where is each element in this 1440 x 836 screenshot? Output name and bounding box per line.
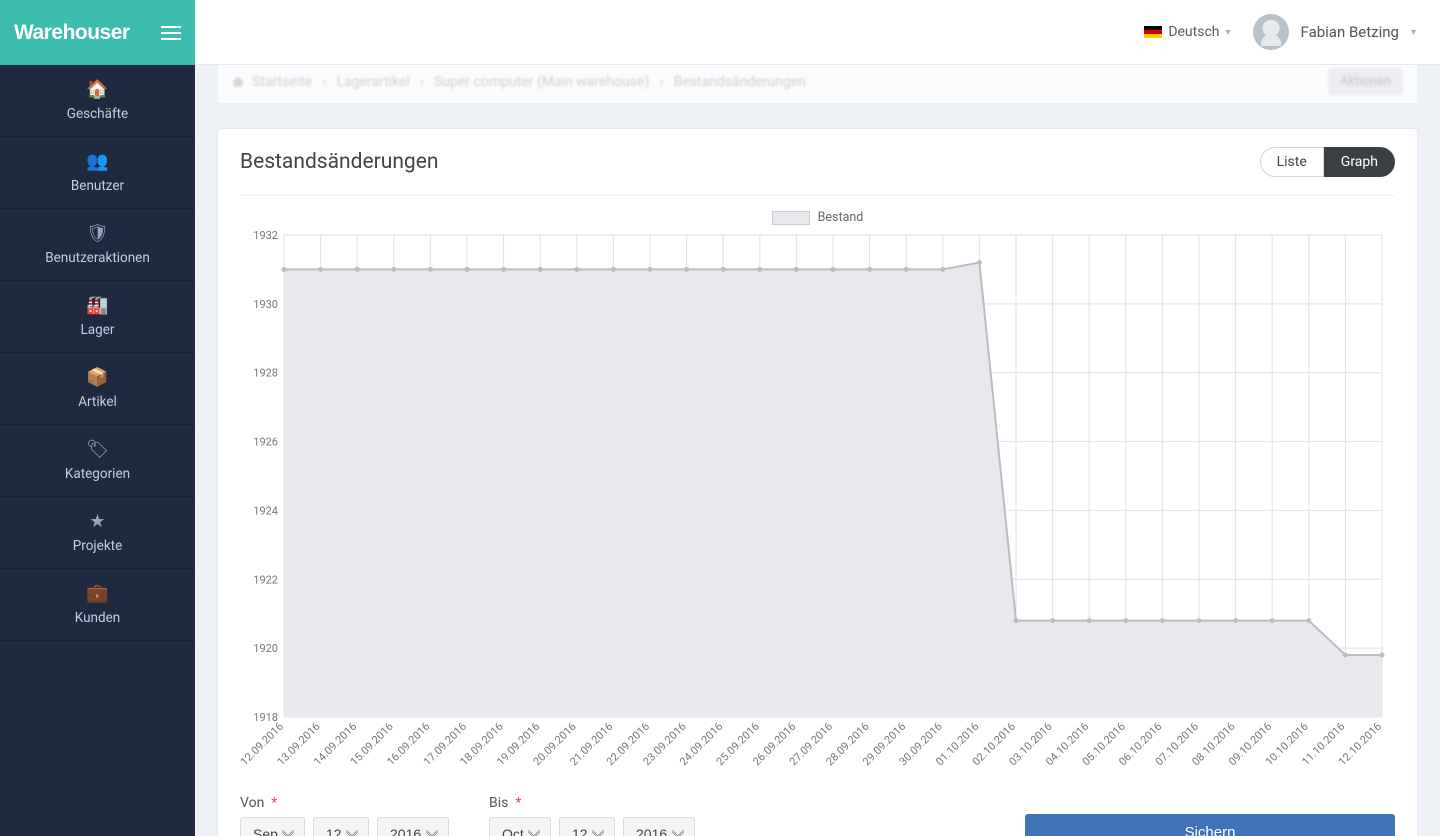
tab-list[interactable]: Liste xyxy=(1260,147,1324,177)
sidebar-item-briefcase[interactable]: 💼 Kunden xyxy=(0,569,195,641)
avatar xyxy=(1253,14,1289,50)
legend-swatch xyxy=(772,211,810,225)
legend-label: Bestand xyxy=(818,210,864,225)
sidebar-item-warehouse[interactable]: 🏭 Lager xyxy=(0,281,195,353)
to-date-group: Bis * Oct 12 2016 xyxy=(489,795,695,836)
from-date-group: Von * Sep 12 2016 xyxy=(240,795,449,836)
sidebar-item-users[interactable]: 👥 Benutzer xyxy=(0,137,195,209)
breadcrumb-bar: Startseite › Lagerartikel › Super computer (… xyxy=(217,65,1418,104)
crumb[interactable]: Lagerartikel xyxy=(336,74,409,90)
sidebar-item-tags[interactable]: 🏷 Kategorien xyxy=(0,425,195,497)
svg-text:1930: 1930 xyxy=(253,298,278,311)
chevron-right-icon: › xyxy=(420,74,424,90)
view-tabs: Liste Graph xyxy=(1260,147,1395,177)
sidebar-item-home[interactable]: 🏠 Geschäfte xyxy=(0,65,195,137)
to-label: Bis * xyxy=(489,795,695,811)
chevron-down-icon: ▾ xyxy=(1226,27,1231,38)
chevron-right-icon: › xyxy=(659,74,663,90)
sidebar-item-label: Kunden xyxy=(0,610,195,626)
sidebar-item-shield[interactable]: 🛡 Benutzeraktionen xyxy=(0,209,195,281)
from-label: Von * xyxy=(240,795,449,811)
panel: Bestandsänderungen Liste Graph Bestand 1… xyxy=(217,128,1418,836)
panel-title: Bestandsänderungen xyxy=(240,150,438,174)
crumb[interactable]: Startseite xyxy=(252,74,312,90)
brand-bar: Warehouser xyxy=(0,0,195,65)
svg-text:1932: 1932 xyxy=(253,231,278,242)
chart-legend: Bestand xyxy=(240,210,1395,225)
tags-icon: 🏷 xyxy=(0,439,195,460)
sidebar: Warehouser 🏠 Geschäfte 👥 Benutzer 🛡 Benutzera… xyxy=(0,0,195,836)
sidebar-item-label: Lager xyxy=(0,322,195,338)
svg-text:1920: 1920 xyxy=(253,642,278,655)
save-button[interactable]: Sichern xyxy=(1025,814,1395,836)
briefcase-icon: 💼 xyxy=(0,583,195,604)
flag-de-icon xyxy=(1144,26,1162,38)
stock-chart: Bestand 19181920192219241926192819301932… xyxy=(240,210,1395,781)
user-menu[interactable]: Fabian Betzing ▾ xyxy=(1253,14,1416,50)
svg-text:1926: 1926 xyxy=(253,436,278,449)
users-icon: 👥 xyxy=(0,151,195,172)
home-icon[interactable] xyxy=(232,77,244,87)
sidebar-item-star[interactable]: ★ Projekte xyxy=(0,497,195,569)
sidebar-item-label: Kategorien xyxy=(0,466,195,482)
home-icon: 🏠 xyxy=(0,79,195,100)
save-wrap: Sichern xyxy=(1025,814,1395,836)
sidebar-item-label: Benutzeraktionen xyxy=(0,250,195,266)
to-year-select[interactable]: 2016 xyxy=(623,817,695,836)
actions-button[interactable]: Aktionen xyxy=(1328,68,1403,95)
menu-toggle-icon[interactable] xyxy=(161,26,181,40)
user-name: Fabian Betzing xyxy=(1301,23,1399,41)
from-month-select[interactable]: Sep xyxy=(240,817,305,836)
tab-graph[interactable]: Graph xyxy=(1324,147,1395,177)
sidebar-item-label: Artikel xyxy=(0,394,195,410)
sidebar-item-label: Benutzer xyxy=(0,178,195,194)
boxes-icon: 📦 xyxy=(0,367,195,388)
to-day-select[interactable]: 12 xyxy=(559,817,615,836)
language-selector[interactable]: Deutsch ▾ xyxy=(1144,24,1230,40)
star-icon: ★ xyxy=(0,511,195,532)
to-month-select[interactable]: Oct xyxy=(489,817,551,836)
nav: 🏠 Geschäfte 👥 Benutzer 🛡 Benutzeraktionen 🏭 Lag… xyxy=(0,65,195,836)
crumb[interactable]: Super computer (Main warehouse) xyxy=(434,74,649,90)
chevron-right-icon: › xyxy=(322,74,326,90)
sidebar-item-boxes[interactable]: 📦 Artikel xyxy=(0,353,195,425)
from-day-select[interactable]: 12 xyxy=(313,817,369,836)
sidebar-item-label: Geschäfte xyxy=(0,106,195,122)
sidebar-item-label: Projekte xyxy=(0,538,195,554)
from-year-select[interactable]: 2016 xyxy=(377,817,449,836)
warehouse-icon: 🏭 xyxy=(0,295,195,316)
svg-text:1924: 1924 xyxy=(253,504,278,517)
crumb[interactable]: Bestandsänderungen xyxy=(674,74,806,90)
brand-logo[interactable]: Warehouser xyxy=(14,21,130,45)
breadcrumb: Startseite › Lagerartikel › Super computer (… xyxy=(232,74,806,90)
svg-text:1928: 1928 xyxy=(253,367,278,380)
svg-text:1922: 1922 xyxy=(253,573,278,586)
chevron-down-icon: ▾ xyxy=(1411,27,1416,38)
language-label: Deutsch xyxy=(1168,24,1219,40)
shield-icon: 🛡 xyxy=(0,223,195,244)
topbar: Deutsch ▾ Fabian Betzing ▾ xyxy=(195,0,1440,65)
